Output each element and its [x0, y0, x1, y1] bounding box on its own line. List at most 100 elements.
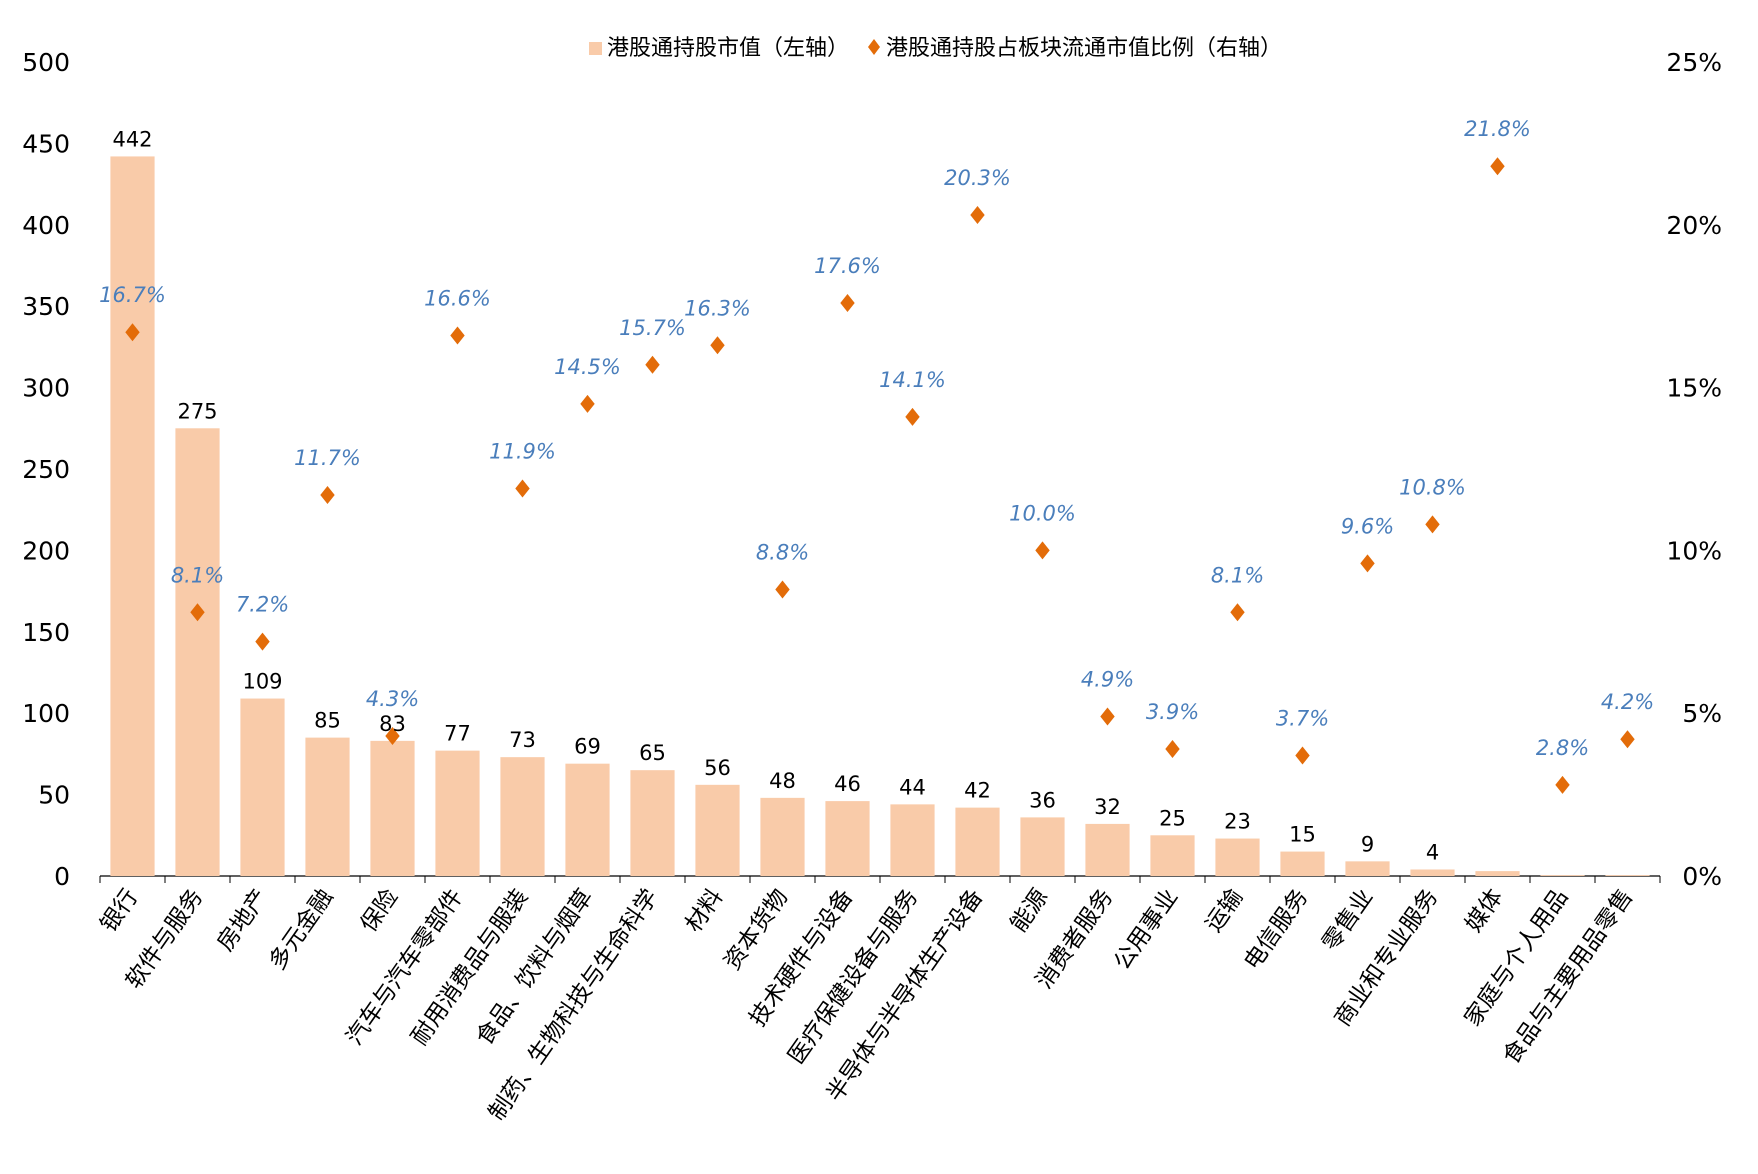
point-marker	[1360, 554, 1375, 573]
point-value-label: 2.8%	[1536, 736, 1589, 760]
bar	[630, 770, 675, 876]
category-label: 运输	[1201, 885, 1249, 938]
bar-value-label: 44	[899, 775, 926, 799]
bar	[175, 428, 220, 876]
point-value-label: 4.3%	[366, 687, 419, 711]
bar-value-label: 42	[964, 779, 991, 803]
point-marker	[580, 394, 595, 413]
bar-value-label: 442	[112, 127, 152, 151]
y-right-tick-label: 15%	[1666, 374, 1722, 403]
points	[125, 157, 1635, 794]
point-value-label: 17.6%	[814, 254, 881, 278]
y-left-tick-label: 350	[22, 292, 70, 321]
category-label: 银行	[96, 885, 144, 938]
bar-value-label: 4	[1426, 840, 1439, 864]
point-marker	[1555, 775, 1570, 794]
point-value-label: 4.9%	[1081, 667, 1134, 691]
point-value-label: 3.7%	[1276, 707, 1329, 731]
bar-value-label: 48	[769, 769, 796, 793]
point-value-label: 9.6%	[1341, 514, 1394, 538]
category-label: 食品与主要用品零售	[1498, 885, 1638, 1069]
bar	[955, 807, 1000, 876]
point-marker	[710, 336, 725, 355]
y-left-tick-label: 0	[54, 862, 70, 891]
y-right-tick-label: 20%	[1666, 211, 1722, 240]
bar-value-label: 9	[1361, 832, 1374, 856]
bar-value-label: 46	[834, 772, 861, 796]
point-value-label: 16.7%	[99, 283, 166, 307]
bar-value-label: 15	[1289, 823, 1316, 847]
bar	[1410, 869, 1455, 876]
point-marker	[1230, 603, 1245, 622]
bar	[890, 804, 935, 876]
y-left-tick-label: 500	[22, 48, 70, 77]
point-value-label: 11.9%	[489, 440, 556, 464]
y-left-tick-label: 400	[22, 211, 70, 240]
category-label: 材料	[681, 885, 729, 938]
point-marker	[190, 603, 205, 622]
point-value-label: 3.9%	[1146, 700, 1199, 724]
point-value-label: 14.1%	[879, 368, 946, 392]
legend-swatch-bar	[589, 42, 602, 55]
data-labels: 442 275 109 85 83 77 73 69 65 56 48 46 44 42 36 32 25 23 1…	[99, 117, 1654, 864]
category-label: 零售业	[1318, 885, 1379, 956]
bar	[1280, 851, 1325, 876]
bar-value-label: 69	[574, 735, 601, 759]
point-value-label: 7.2%	[236, 593, 289, 617]
point-value-label: 16.3%	[684, 296, 751, 320]
point-value-label: 11.7%	[294, 446, 361, 470]
category-label: 电信服务	[1239, 885, 1313, 975]
point-marker	[515, 479, 530, 498]
category-label: 汽车与汽车零部件	[342, 885, 469, 1051]
point-marker	[1295, 746, 1310, 765]
point-marker	[255, 632, 270, 651]
point-marker	[1100, 707, 1115, 726]
legend-swatch-point	[868, 39, 880, 55]
point-marker	[320, 486, 335, 505]
point-marker	[840, 293, 855, 312]
bar-value-label: 109	[242, 670, 282, 694]
bar	[1475, 871, 1520, 876]
bar	[1605, 875, 1650, 876]
bar-value-label: 32	[1094, 795, 1121, 819]
bar-value-label: 275	[177, 399, 217, 423]
category-label: 保险	[356, 885, 404, 938]
bar	[1150, 835, 1195, 876]
bar	[825, 801, 870, 876]
bar	[1540, 875, 1585, 876]
bar-value-label: 65	[639, 741, 666, 765]
y-left-tick-label: 450	[22, 129, 70, 158]
point-marker	[1425, 515, 1440, 534]
category-label: 房地产	[213, 885, 274, 956]
bar	[1020, 817, 1065, 876]
bar-value-label: 36	[1029, 788, 1056, 812]
bar	[305, 737, 350, 876]
bar-value-label: 25	[1159, 806, 1186, 830]
point-marker	[450, 326, 465, 345]
bar	[695, 784, 740, 876]
bar	[435, 750, 480, 876]
legend-label-bar: 港股通持股市值（左轴）	[607, 36, 849, 61]
category-label: 食品、饮料与烟草	[472, 885, 599, 1051]
y-left-tick-label: 50	[38, 781, 70, 810]
point-value-label: 16.6%	[424, 287, 491, 311]
y-left-tick-label: 150	[22, 618, 70, 647]
bar-value-label: 56	[704, 756, 731, 780]
y-left-tick-label: 300	[22, 374, 70, 403]
y-left-tick-label: 100	[22, 699, 70, 728]
point-marker	[645, 355, 660, 374]
point-value-label: 4.2%	[1601, 690, 1654, 714]
point-value-label: 21.8%	[1464, 117, 1531, 141]
bar-value-label: 85	[314, 709, 341, 733]
bar	[1085, 823, 1130, 876]
point-value-label: 14.5%	[554, 355, 621, 379]
bar-value-label: 23	[1224, 810, 1251, 834]
bar	[1345, 861, 1390, 876]
point-value-label: 15.7%	[619, 316, 686, 340]
point-marker	[905, 407, 920, 426]
category-label: 能源	[1006, 885, 1054, 938]
bar-value-label: 83	[379, 712, 406, 736]
point-marker	[1490, 157, 1505, 176]
